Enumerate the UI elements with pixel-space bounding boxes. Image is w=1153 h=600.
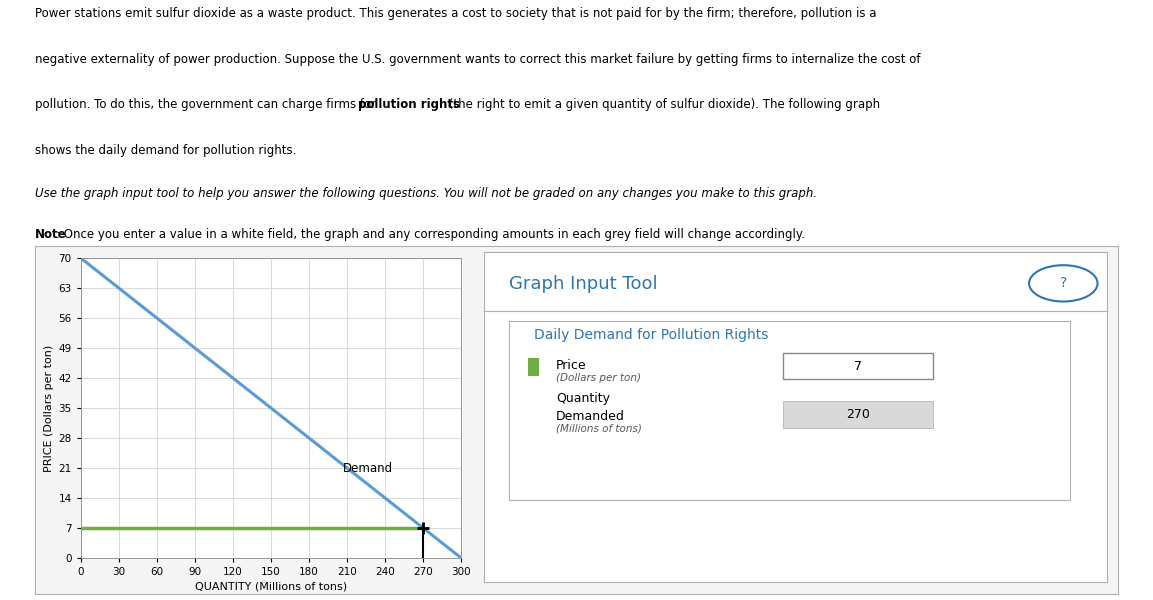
Text: pollution rights: pollution rights [357, 98, 460, 112]
Text: negative externality of power production. Suppose the U.S. government wants to c: negative externality of power production… [35, 53, 920, 66]
Text: Quantity
Demanded: Quantity Demanded [556, 392, 625, 422]
Bar [783, 401, 933, 428]
Text: Graph Input Tool: Graph Input Tool [510, 275, 658, 293]
X-axis label: QUANTITY (Millions of tons): QUANTITY (Millions of tons) [195, 581, 347, 591]
Text: 7: 7 [854, 359, 861, 373]
Text: ?: ? [1060, 275, 1067, 290]
Text: Daily Demand for Pollution Rights: Daily Demand for Pollution Rights [534, 328, 768, 342]
Bar [528, 358, 540, 376]
Text: Power stations emit sulfur dioxide as a waste product. This generates a cost to : Power stations emit sulfur dioxide as a … [35, 7, 876, 20]
Text: Demand: Demand [344, 461, 393, 475]
Text: 270: 270 [846, 408, 869, 421]
Y-axis label: PRICE (Dollars per ton): PRICE (Dollars per ton) [44, 344, 54, 472]
Text: pollution. To do this, the government can charge firms for: pollution. To do this, the government ca… [35, 98, 379, 112]
Text: (Dollars per ton): (Dollars per ton) [556, 373, 641, 383]
Text: shows the daily demand for pollution rights.: shows the daily demand for pollution rig… [35, 144, 296, 157]
Text: (the right to emit a given quantity of sulfur dioxide). The following graph: (the right to emit a given quantity of s… [445, 98, 881, 112]
Text: Price: Price [556, 359, 587, 372]
Text: Note: Note [35, 228, 66, 241]
Text: : Once you enter a value in a white field, the graph and any corresponding amoun: : Once you enter a value in a white fiel… [56, 228, 806, 241]
Bar [783, 353, 933, 379]
FancyBboxPatch shape [510, 321, 1070, 499]
Text: Use the graph input tool to help you answer the following questions. You will no: Use the graph input tool to help you ans… [35, 187, 816, 200]
Text: (Millions of tons): (Millions of tons) [556, 423, 642, 433]
